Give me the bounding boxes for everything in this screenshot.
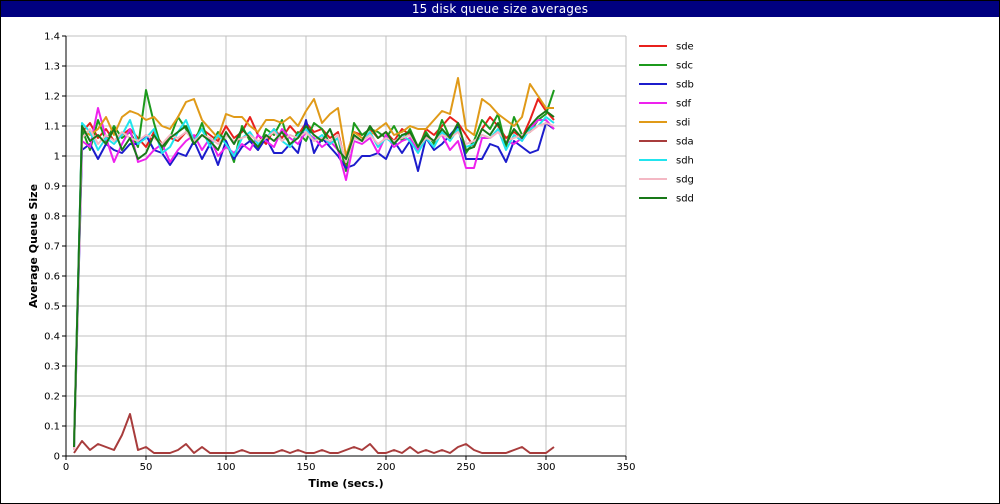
series-line-sdd xyxy=(73,110,555,448)
legend-label-sdc: sdc xyxy=(676,61,693,72)
legend-label-sdh: sdh xyxy=(676,156,694,167)
x-axis-label: Time (secs.) xyxy=(308,477,383,490)
y-tick-label: 1 xyxy=(54,152,60,163)
x-tick-label: 200 xyxy=(376,462,395,473)
y-tick-label: 1.2 xyxy=(44,92,60,103)
series-line-sdi xyxy=(73,77,554,445)
y-tick-label: 0.5 xyxy=(44,302,60,313)
legend-label-sdd: sdd xyxy=(676,194,694,205)
chart-title: 15 disk queue size averages xyxy=(1,1,999,17)
y-tick-label: 0.8 xyxy=(44,212,60,223)
series-line-sda xyxy=(73,413,555,454)
y-tick-label: 1.1 xyxy=(44,122,60,133)
legend-label-sdf: sdf xyxy=(676,99,692,110)
x-tick-label: 50 xyxy=(140,462,153,473)
y-tick-label: 1.4 xyxy=(44,32,60,43)
y-tick-label: 0.1 xyxy=(44,422,60,433)
series-line-sdg xyxy=(73,122,555,451)
y-tick-label: 0.9 xyxy=(44,182,60,193)
x-tick-label: 250 xyxy=(456,462,475,473)
legend-label-sda: sda xyxy=(676,137,694,148)
x-tick-label: 300 xyxy=(536,462,555,473)
y-axis-label: Average Queue Size xyxy=(27,184,40,308)
legend-label-sde: sde xyxy=(676,42,694,53)
y-tick-label: 0.7 xyxy=(44,242,60,253)
x-tick-label: 150 xyxy=(296,462,315,473)
legend-label-sdi: sdi xyxy=(676,118,690,129)
legend-label-sdg: sdg xyxy=(676,175,694,186)
legend-label-sdb: sdb xyxy=(676,80,694,91)
x-tick-label: 100 xyxy=(216,462,235,473)
y-tick-label: 0.2 xyxy=(44,392,60,403)
y-tick-label: 0.6 xyxy=(44,272,60,283)
x-tick-label: 0 xyxy=(63,462,69,473)
y-tick-label: 0.4 xyxy=(44,332,60,343)
y-tick-label: 0.3 xyxy=(44,362,60,373)
y-tick-label: 0 xyxy=(54,452,60,463)
y-tick-label: 1.3 xyxy=(44,62,60,73)
series-line-sdf xyxy=(73,107,555,448)
x-tick-label: 350 xyxy=(616,462,635,473)
